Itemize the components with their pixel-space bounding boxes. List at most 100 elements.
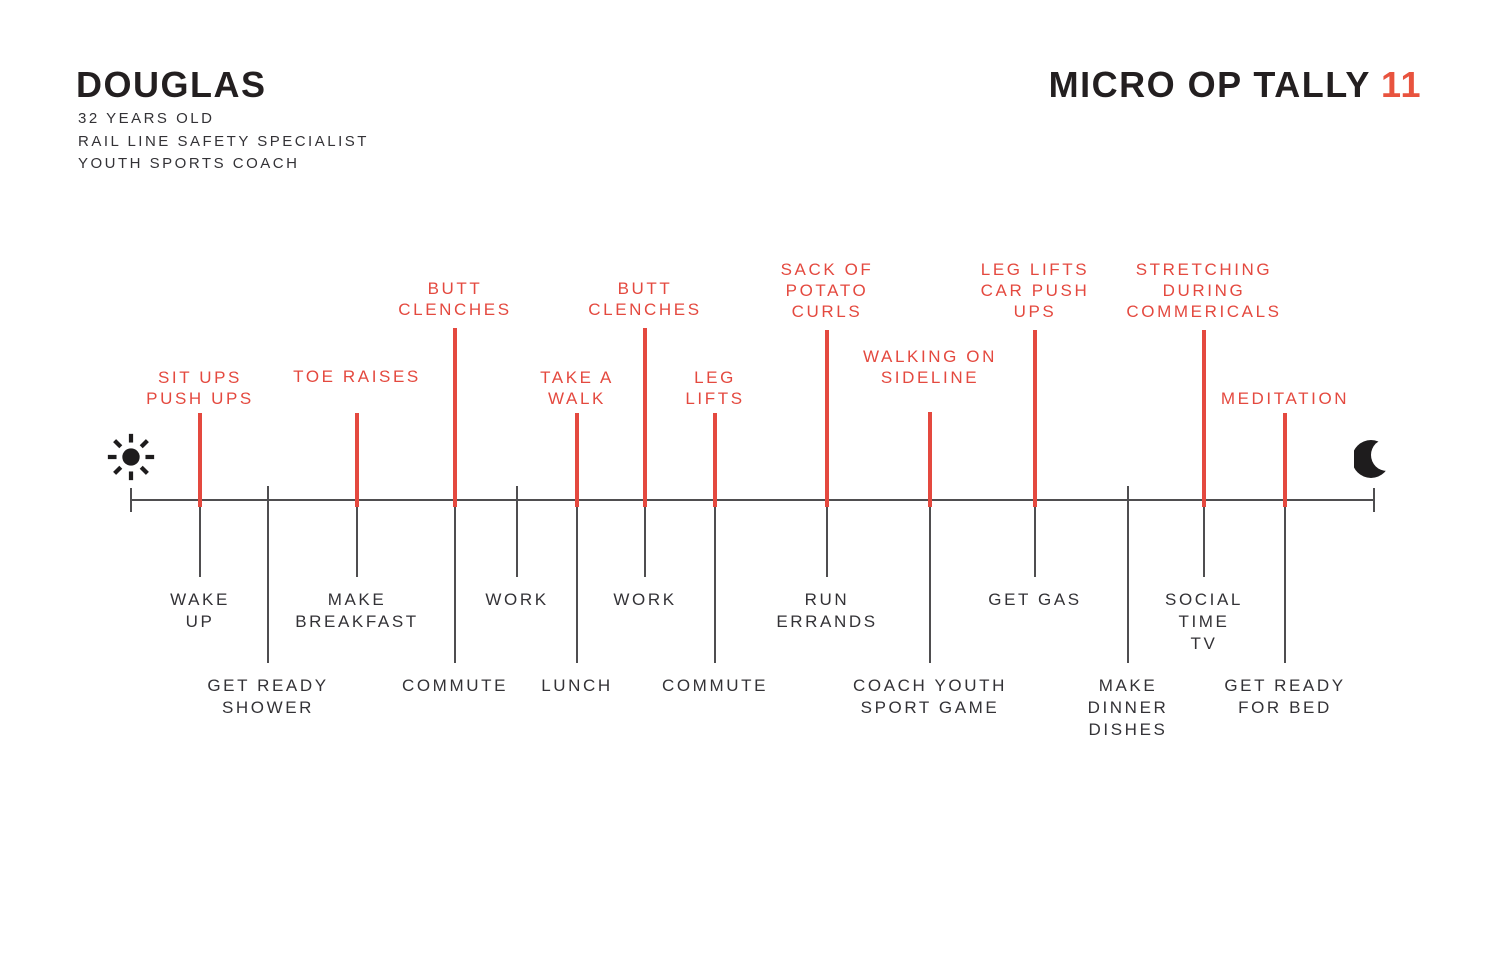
micro-op-label-line: WALKING ON <box>863 347 997 366</box>
micro-op-label: BUTT CLENCHES <box>398 278 511 320</box>
moon-icon <box>1354 440 1390 478</box>
micro-op-tick <box>453 328 457 507</box>
activity-label-line: GET GAS <box>988 590 1082 609</box>
micro-op-label-line: TOE RAISES <box>293 367 421 386</box>
activity-tick <box>266 486 270 663</box>
micro-op-tick <box>1033 330 1037 507</box>
person-name: DOUGLAS <box>76 64 267 105</box>
micro-op-tick <box>575 413 579 507</box>
micro-op-label-line: LEG LIFTS <box>980 260 1090 279</box>
activity-label-line: WAKE <box>170 590 230 609</box>
activity-label: GET READY SHOWER <box>207 675 328 719</box>
micro-op-label-line: PUSH UPS <box>146 389 254 408</box>
activity-label-line: SPORT GAME <box>860 698 1000 717</box>
micro-op-tick <box>198 413 202 507</box>
micro-op-label-line: SIDELINE <box>880 368 980 387</box>
activity-tick <box>1033 500 1037 577</box>
activity-tick <box>198 500 202 577</box>
micro-op-label: STRETCHING DURING COMMERICALS <box>1126 259 1281 322</box>
activity-label-line: LUNCH <box>541 676 613 695</box>
micro-op-label: LEG LIFTS CAR PUSH UPS <box>981 259 1090 322</box>
micro-op-label-line: DURING <box>1162 281 1246 300</box>
person-detail-job: RAIL LINE SAFETY SPECIALIST <box>78 132 369 150</box>
activity-label-line: DINNER <box>1087 698 1169 717</box>
micro-op-tick <box>713 413 717 507</box>
person-detail-age: 32 YEARS OLD <box>78 110 215 127</box>
activity-label: GET GAS <box>988 589 1081 611</box>
activity-label-line: MAKE <box>327 590 387 609</box>
activity-label: COMMUTE <box>402 675 508 697</box>
activity-label: MAKE BREAKFAST <box>295 589 419 633</box>
activity-tick <box>1283 500 1287 663</box>
timeline-start-cap <box>129 488 133 512</box>
activity-tick <box>355 500 359 577</box>
sun-icon <box>107 433 155 481</box>
micro-op-label-line: SACK OF <box>780 260 874 279</box>
activity-label-line: ERRANDS <box>776 612 878 631</box>
activity-label-line: TIME <box>1178 612 1230 631</box>
tally-title: MICRO OP TALLY 11 <box>1049 64 1422 106</box>
activity-label-line: TV <box>1190 634 1218 653</box>
micro-op-label: SACK OF POTATO CURLS <box>781 259 874 322</box>
micro-op-tick <box>1283 413 1287 507</box>
activity-label-line: BREAKFAST <box>295 612 419 631</box>
activity-tick <box>515 486 519 577</box>
activity-label: GET READY FOR BED <box>1224 675 1345 719</box>
activity-label: WORK <box>613 589 676 611</box>
micro-op-label-line: BUTT <box>617 279 673 298</box>
activity-label: LUNCH <box>541 675 613 697</box>
micro-op-tick <box>1202 330 1206 507</box>
activity-label-line: SHOWER <box>221 698 315 717</box>
activity-label-line: DISHES <box>1088 720 1168 739</box>
micro-op-label-line: LIFTS <box>685 389 745 408</box>
timeline-axis <box>131 498 1374 502</box>
person-details: 32 YEARS OLD RAIL LINE SAFETY SPECIALIST… <box>78 108 369 176</box>
micro-op-label-line: CAR PUSH <box>980 281 1090 300</box>
activity-tick <box>825 500 829 577</box>
person-detail-hobby: YOUTH SPORTS COACH <box>78 155 300 172</box>
micro-op-label: LEG LIFTS <box>685 367 744 409</box>
micro-op-label: BUTT CLENCHES <box>588 278 701 320</box>
micro-op-label: MEDITATION <box>1221 388 1349 409</box>
activity-label: SOCIAL TIME TV <box>1165 589 1243 655</box>
micro-op-label-line: SIT UPS <box>157 368 243 387</box>
micro-op-label-line: WALK <box>548 389 606 408</box>
activity-label-line: SOCIAL <box>1165 590 1243 609</box>
micro-op-tick <box>825 330 829 507</box>
micro-op-label-line: POTATO <box>785 281 869 300</box>
activity-label: MAKE DINNER DISHES <box>1088 675 1169 741</box>
micro-op-label-line: BUTT <box>427 279 483 298</box>
micro-op-label-line: CLENCHES <box>398 300 512 319</box>
activity-label-line: RUN <box>804 590 850 609</box>
activity-label-line: FOR BED <box>1238 698 1332 717</box>
micro-op-label: TOE RAISES <box>293 366 421 387</box>
micro-op-tick <box>355 413 359 507</box>
activity-label-line: GET READY <box>1224 676 1346 695</box>
activity-tick <box>453 500 457 663</box>
micro-op-label-line: UPS <box>1013 302 1057 321</box>
activity-label-line: MAKE <box>1098 676 1158 695</box>
activity-tick <box>1202 500 1206 577</box>
micro-op-label: WALKING ON SIDELINE <box>863 346 997 388</box>
micro-op-tick <box>643 328 647 507</box>
activity-label-line: WORK <box>613 590 677 609</box>
micro-op-label-line: STRETCHING <box>1135 260 1273 279</box>
micro-op-label: SIT UPS PUSH UPS <box>146 367 254 409</box>
activity-label-line: COMMUTE <box>401 676 509 695</box>
micro-op-label-line: CLENCHES <box>588 300 702 319</box>
activity-label-line: UP <box>185 612 215 631</box>
micro-op-label-line: LEG <box>694 368 736 387</box>
micro-op-label-line: TAKE A <box>540 368 614 387</box>
micro-op-tick <box>928 412 932 507</box>
tally-label: MICRO OP TALLY <box>1048 64 1371 105</box>
activity-label-line: WORK <box>485 590 549 609</box>
activity-label-line: GET READY <box>207 676 329 695</box>
activity-tick <box>575 500 579 663</box>
activity-label: COMMUTE <box>662 675 768 697</box>
activity-tick <box>1126 486 1130 663</box>
activity-label: WORK <box>485 589 548 611</box>
micro-op-label-line: MEDITATION <box>1220 389 1350 408</box>
micro-op-label-line: CURLS <box>791 302 863 321</box>
micro-op-label: TAKE A WALK <box>540 367 614 409</box>
